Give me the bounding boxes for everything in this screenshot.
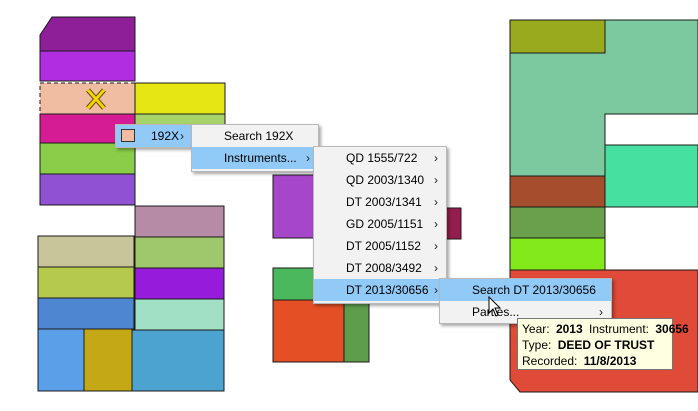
menu-item-instrument[interactable]: QD 2003/1340 ›: [314, 169, 446, 191]
parcel[interactable]: [509, 206, 606, 239]
parcel[interactable]: [131, 329, 225, 392]
parcel[interactable]: [272, 174, 319, 239]
menu-item-instrument[interactable]: QD 1555/722 ›: [314, 147, 446, 169]
recorded-value: 11/8/2013: [583, 354, 637, 368]
menu-item-instrument[interactable]: DT 2005/1152 ›: [314, 235, 446, 257]
year-value: 2013: [555, 322, 583, 336]
menu-item-label: Instruments...: [224, 151, 297, 165]
chevron-right-icon: ›: [434, 195, 438, 209]
menu-item-label: QD 1555/722: [346, 151, 418, 165]
instrument-tooltip: Year: 2013 Instrument: 30656 Type: DEED …: [517, 318, 689, 370]
parcel[interactable]: [134, 236, 225, 269]
parcel-selected[interactable]: [39, 82, 136, 115]
parcel[interactable]: [445, 207, 462, 240]
parcel[interactable]: [39, 173, 136, 206]
parcel[interactable]: [134, 298, 225, 331]
tooltip-row-recorded: Recorded: 11/8/2013: [522, 353, 668, 369]
chevron-right-icon: ›: [434, 217, 438, 231]
menu-item-search-instrument[interactable]: Search DT 2013/30656: [440, 279, 611, 301]
menu-item-label: DT 2013/30656: [346, 283, 429, 297]
chevron-right-icon: ›: [599, 305, 603, 319]
parcel[interactable]: [272, 299, 345, 363]
chevron-right-icon: ›: [434, 261, 438, 275]
parcel[interactable]: [39, 142, 136, 175]
parcel[interactable]: [39, 16, 136, 52]
x-mark-icon: [86, 88, 106, 110]
instrument-submenu: Search DT 2013/30656 Parties... ›: [439, 278, 612, 324]
parcel[interactable]: [83, 328, 133, 392]
menu-item-label: Search 192X: [224, 129, 294, 143]
parcel[interactable]: [509, 237, 606, 271]
instrument-value: 30656: [655, 322, 689, 336]
type-value: DEED OF TRUST: [557, 338, 655, 352]
parcel[interactable]: [343, 299, 370, 363]
chevron-right-icon: ›: [180, 129, 184, 143]
menu-item-label: GD 2005/1151: [346, 217, 424, 231]
parcel-color-swatch-icon: [121, 129, 135, 142]
parcel[interactable]: [134, 205, 225, 238]
menu-item-parcel-192x[interactable]: 192X ›: [116, 125, 192, 147]
parcel[interactable]: [509, 19, 606, 54]
chevron-right-icon: ›: [434, 283, 438, 297]
year-label: Year:: [522, 322, 550, 336]
parcel[interactable]: [37, 266, 135, 299]
recorded-label: Recorded:: [522, 354, 578, 368]
menu-item-label: 192X: [151, 129, 180, 143]
parcel[interactable]: [37, 328, 85, 392]
chevron-right-icon: ›: [434, 173, 438, 187]
menu-item-label: DT 2003/1341: [346, 195, 422, 209]
parcel-context-menu: 192X ›: [115, 124, 193, 148]
menu-item-search-parcel[interactable]: Search 192X: [192, 125, 318, 147]
chevron-right-icon: ›: [434, 239, 438, 253]
chevron-right-icon: ›: [306, 151, 310, 165]
chevron-right-icon: ›: [434, 151, 438, 165]
menu-item-instrument[interactable]: DT 2003/1341 ›: [314, 191, 446, 213]
parcel[interactable]: [272, 267, 319, 301]
parcel[interactable]: [37, 297, 135, 330]
parcel[interactable]: [134, 82, 226, 115]
menu-item-instruments[interactable]: Instruments... ›: [192, 147, 318, 169]
tooltip-row-year: Year: 2013 Instrument: 30656: [522, 321, 689, 337]
parcel[interactable]: [134, 267, 225, 300]
menu-item-instrument[interactable]: DT 2008/3492 ›: [314, 257, 446, 279]
menu-item-label: Search DT 2013/30656: [472, 283, 596, 297]
menu-item-instrument-selected[interactable]: DT 2013/30656 ›: [314, 279, 446, 301]
instruments-submenu: QD 1555/722 › QD 2003/1340 › DT 2003/134…: [313, 146, 447, 304]
parcel[interactable]: [604, 144, 698, 208]
type-label: Type:: [522, 338, 552, 352]
instrument-label: Instrument:: [588, 322, 650, 336]
menu-item-label: DT 2008/3492: [346, 261, 422, 275]
parcel[interactable]: [37, 235, 135, 268]
arrow-pointer-icon: [488, 296, 502, 317]
menu-item-instrument[interactable]: GD 2005/1151 ›: [314, 213, 446, 235]
tooltip-row-type: Type: DEED OF TRUST: [522, 337, 668, 353]
menu-item-label: QD 2003/1340: [346, 173, 425, 187]
menu-item-label: DT 2005/1152: [346, 239, 421, 253]
parcel[interactable]: [39, 50, 136, 82]
parcel[interactable]: [509, 175, 606, 208]
parcel-submenu: Search 192X Instruments... ›: [191, 124, 319, 172]
